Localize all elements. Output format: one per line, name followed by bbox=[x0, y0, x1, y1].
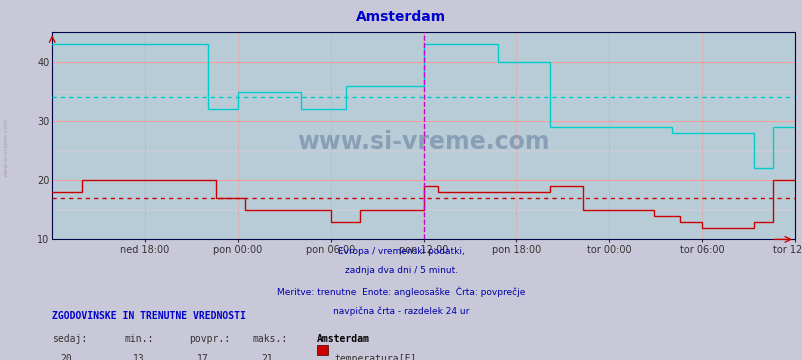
Text: povpr.:: povpr.: bbox=[188, 334, 229, 344]
Text: temperatura[F]: temperatura[F] bbox=[334, 354, 415, 360]
Text: Meritve: trenutne  Enote: angleosaške  Črta: povprečje: Meritve: trenutne Enote: angleosaške Črt… bbox=[277, 286, 525, 297]
Text: Amsterdam: Amsterdam bbox=[317, 334, 370, 344]
Text: ZGODOVINSKE IN TRENUTNE VREDNOSTI: ZGODOVINSKE IN TRENUTNE VREDNOSTI bbox=[52, 311, 245, 321]
Text: www.si-vreme.com: www.si-vreme.com bbox=[4, 118, 9, 177]
Text: navpična črta - razdelek 24 ur: navpična črta - razdelek 24 ur bbox=[333, 306, 469, 315]
Text: min.:: min.: bbox=[124, 334, 154, 344]
Text: Amsterdam: Amsterdam bbox=[356, 10, 446, 24]
Text: 20: 20 bbox=[60, 354, 72, 360]
Text: sedaj:: sedaj: bbox=[52, 334, 87, 344]
Text: 21: 21 bbox=[261, 354, 273, 360]
Text: www.si-vreme.com: www.si-vreme.com bbox=[297, 130, 549, 154]
Text: Evropa / vremenski podatki,: Evropa / vremenski podatki, bbox=[338, 247, 464, 256]
Text: 13: 13 bbox=[132, 354, 144, 360]
Text: 17: 17 bbox=[196, 354, 209, 360]
Text: maks.:: maks.: bbox=[253, 334, 288, 344]
Text: zadnja dva dni / 5 minut.: zadnja dva dni / 5 minut. bbox=[345, 266, 457, 275]
